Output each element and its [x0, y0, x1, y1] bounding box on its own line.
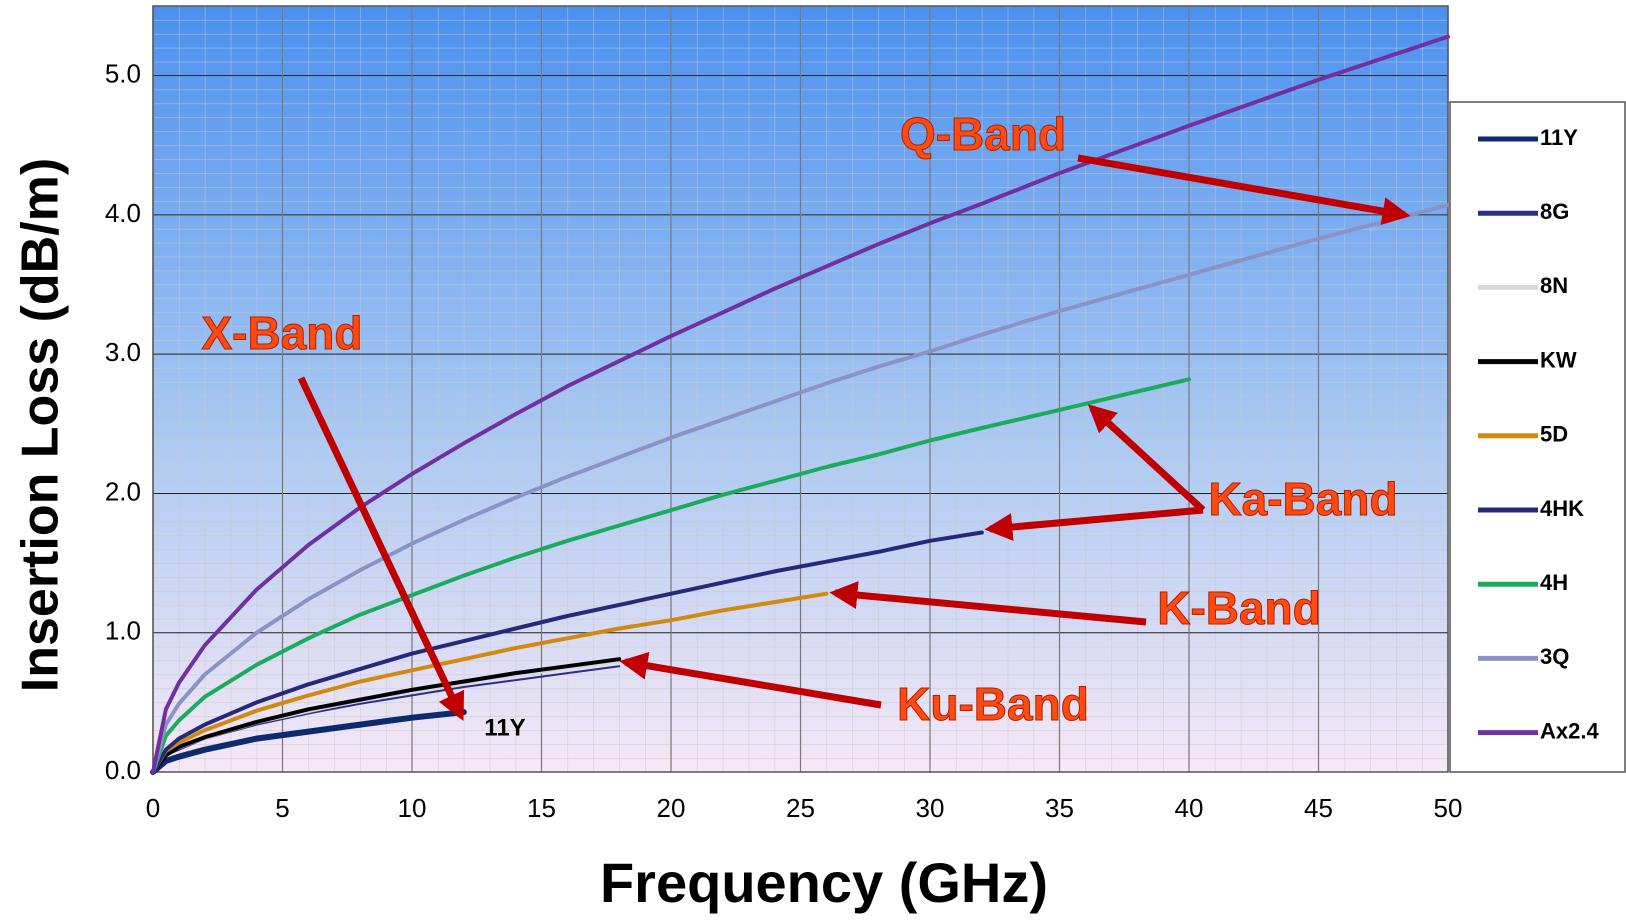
series-line [151, 657, 622, 774]
series-line [150, 709, 467, 775]
series-annotation: 11Y [484, 714, 525, 741]
arrow [619, 651, 882, 709]
band-annotation: Ku-Band [897, 678, 1089, 730]
legend-label: 8N [1540, 273, 1568, 298]
legend-label: 8G [1540, 199, 1569, 224]
series-line [151, 34, 1450, 774]
x-tick-label: 30 [916, 793, 945, 823]
legend-label: 4HK [1540, 496, 1584, 521]
x-tick-label: 15 [527, 793, 556, 823]
arrow [1077, 154, 1411, 225]
y-tick-label: 4.0 [105, 198, 141, 228]
band-annotation: X-Band [202, 307, 363, 359]
band-annotation: K-Band [1157, 582, 1321, 634]
arrow [984, 506, 1204, 541]
series-line [151, 530, 984, 774]
legend-label: Ax2.4 [1540, 718, 1599, 743]
arrow [297, 376, 465, 722]
legend-label: 4H [1540, 570, 1568, 595]
plot-frame [152, 5, 1449, 773]
x-tick-label: 10 [398, 793, 427, 823]
x-tick-label: 40 [1175, 793, 1204, 823]
arrow [1087, 404, 1206, 513]
series-line [151, 203, 1450, 774]
y-tick-label: 2.0 [105, 476, 141, 506]
band-annotation: Ka-Band [1208, 473, 1397, 525]
y-tick-label: 3.0 [105, 337, 141, 367]
legend-label: KW [1540, 347, 1577, 372]
y-axis-title: Insertion Loss (dB/m) [12, 158, 70, 692]
y-tick-label: 1.0 [105, 616, 141, 646]
legend-label: 11Y [1540, 125, 1578, 150]
legend-label: 3Q [1540, 644, 1569, 669]
y-tick-label: 0.0 [105, 755, 141, 785]
x-axis-title: Frequency (GHz) [600, 851, 1048, 914]
y-tick-label: 5.0 [105, 59, 141, 89]
x-tick-label: 50 [1434, 793, 1463, 823]
band-annotation: Q-Band [900, 108, 1066, 160]
x-tick-label: 0 [146, 793, 160, 823]
legend-label: 5D [1540, 422, 1568, 447]
x-tick-label: 25 [786, 793, 815, 823]
arrow [829, 581, 1147, 626]
series-line [151, 377, 1191, 774]
x-tick-label: 35 [1045, 793, 1074, 823]
x-tick-label: 20 [657, 793, 686, 823]
x-tick-label: 5 [275, 793, 289, 823]
x-tick-label: 45 [1304, 793, 1333, 823]
